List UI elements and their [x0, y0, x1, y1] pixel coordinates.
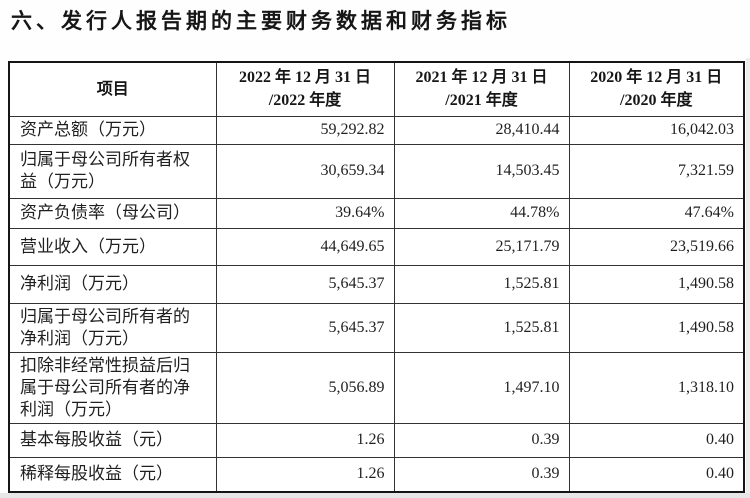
value-2020: 7,321.59: [568, 143, 745, 199]
value-2020: 1,318.10: [568, 351, 745, 424]
row-label: 基本每股收益（元）: [8, 422, 217, 458]
value-2020: 0.40: [568, 456, 745, 493]
value-2022: 59,292.82: [215, 115, 395, 145]
header-period-line: /2020 年度: [620, 92, 693, 110]
header-period-line: /2021 年度: [445, 92, 518, 110]
value-2020: 47.64%: [568, 197, 745, 229]
header-period-line: /2022 年度: [268, 92, 342, 110]
value-2021: 25,171.79: [393, 227, 570, 266]
row-label: 净利润（万元）: [8, 264, 217, 304]
table-row-basic-eps: 基本每股收益（元） 1.26 0.39 0.40: [8, 422, 745, 458]
value-2022: 5,645.37: [215, 264, 395, 304]
row-label: 稀释每股收益（元）: [8, 456, 217, 493]
table-header-row: 项目 2022 年 12 月 31 日 /2022 年度 2021 年 12 月…: [8, 61, 745, 117]
table-row-parent-net-profit: 归属于母公司所有者的净利润（万元） 5,645.37 1,525.81 1,49…: [8, 302, 745, 353]
value-2020: 1,490.58: [568, 264, 745, 304]
value-2022: 44,649.65: [215, 227, 395, 266]
value-2022: 39.64%: [215, 197, 395, 229]
value-2021: 0.39: [393, 456, 570, 493]
page-edge-right: [746, 58, 750, 498]
value-2022: 5,056.89: [215, 351, 395, 424]
table-row-total-assets: 资产总额（万元） 59,292.82 28,410.44 16,042.03: [8, 115, 745, 145]
row-label: 归属于母公司所有者的净利润（万元）: [8, 302, 217, 353]
value-2022: 30,659.34: [215, 143, 395, 199]
row-label: 资产总额（万元）: [8, 115, 217, 145]
row-label: 营业收入（万元）: [8, 227, 217, 266]
value-2021: 1,525.81: [393, 302, 570, 353]
page-edge-bottom: [0, 493, 750, 498]
table-row-operating-revenue: 营业收入（万元） 44,649.65 25,171.79 23,519.66: [8, 227, 745, 266]
value-2022: 5,645.37: [215, 302, 395, 353]
financial-data-table: 项目 2022 年 12 月 31 日 /2022 年度 2021 年 12 月…: [8, 61, 745, 493]
table-row-debt-ratio: 资产负债率（母公司） 39.64% 44.78% 47.64%: [8, 197, 745, 229]
value-2021: 0.39: [393, 422, 570, 458]
table-row-net-profit: 净利润（万元） 5,645.37 1,525.81 1,490.58: [8, 264, 745, 304]
value-2020: 16,042.03: [568, 115, 745, 145]
header-column-2020: 2020 年 12 月 31 日 /2020 年度: [568, 61, 745, 117]
value-2021: 28,410.44: [393, 115, 570, 145]
table-row-diluted-eps: 稀释每股收益（元） 1.26 0.39 0.40: [8, 456, 745, 493]
value-2022: 1.26: [215, 422, 395, 458]
value-2020: 1,490.58: [568, 302, 745, 353]
value-2020: 0.40: [568, 422, 745, 458]
row-label: 资产负债率（母公司）: [8, 197, 217, 229]
section-heading: 六、发行人报告期的主要财务数据和财务指标: [11, 10, 511, 33]
header-date-line: 2020 年 12 月 31 日: [590, 69, 723, 87]
value-2021: 1,497.10: [393, 351, 570, 424]
row-label: 扣除非经常性损益后归属于母公司所有者的净利润（万元）: [8, 351, 217, 424]
header-date-line: 2022 年 12 月 31 日: [238, 69, 371, 87]
row-label: 归属于母公司所有者权益（万元）: [8, 143, 217, 199]
header-item-column: 项目: [8, 61, 217, 117]
table-row-parent-equity: 归属于母公司所有者权益（万元） 30,659.34 14,503.45 7,32…: [8, 143, 745, 199]
table-row-deducted-net-profit: 扣除非经常性损益后归属于母公司所有者的净利润（万元） 5,056.89 1,49…: [8, 351, 745, 424]
value-2022: 1.26: [215, 456, 395, 493]
value-2021: 1,525.81: [393, 264, 570, 304]
value-2020: 23,519.66: [568, 227, 745, 266]
value-2021: 14,503.45: [393, 143, 570, 199]
header-column-2022: 2022 年 12 月 31 日 /2022 年度: [215, 61, 395, 117]
header-date-line: 2021 年 12 月 31 日: [415, 69, 548, 87]
header-column-2021: 2021 年 12 月 31 日 /2021 年度: [393, 61, 570, 117]
value-2021: 44.78%: [393, 197, 570, 229]
